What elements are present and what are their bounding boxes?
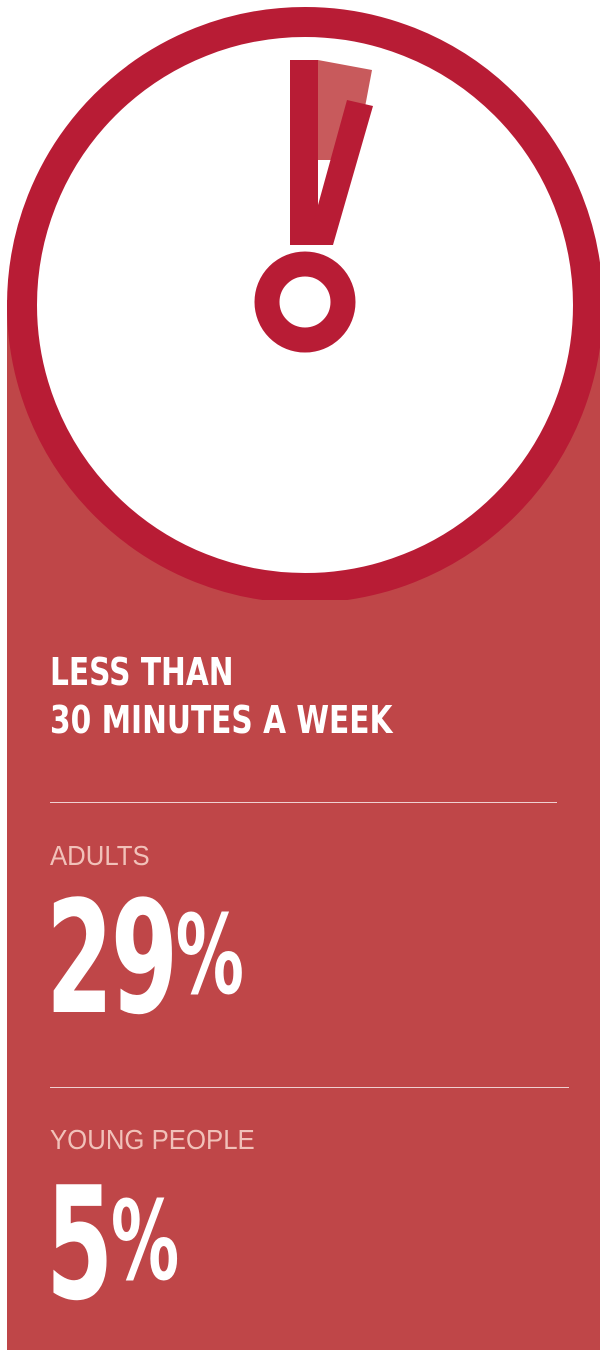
headline: LESS THAN 30 MINUTES A WEEK (50, 648, 393, 744)
clock-hand-slanted (307, 100, 373, 245)
adults-percent-sign: % (175, 891, 244, 1019)
adults-value: 29 (46, 867, 178, 1049)
young-people-stat: 5% (46, 1166, 179, 1322)
stopwatch-icon (7, 7, 600, 600)
young-people-label: YOUNG PEOPLE (50, 1124, 255, 1155)
headline-line-2: 30 MINUTES A WEEK (50, 698, 393, 742)
divider-bottom (50, 1087, 569, 1088)
clock-hub (254, 251, 356, 353)
divider-top (50, 802, 557, 803)
young-people-percent-sign: % (110, 1177, 180, 1305)
adults-label: ADULTS (50, 840, 150, 871)
headline-line-1: LESS THAN (50, 650, 234, 694)
clock-hand-vertical (290, 60, 318, 245)
adults-stat: 29% (46, 880, 244, 1036)
young-people-value: 5 (46, 1153, 113, 1335)
